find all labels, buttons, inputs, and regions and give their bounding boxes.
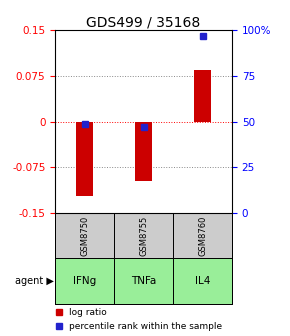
Title: GDS499 / 35168: GDS499 / 35168 (86, 15, 201, 29)
Text: percentile rank within the sample: percentile rank within the sample (69, 322, 222, 331)
Text: TNFa: TNFa (131, 276, 156, 286)
Text: IL4: IL4 (195, 276, 210, 286)
Bar (76, 122, 93, 196)
Bar (114, 213, 173, 258)
Text: GSM8760: GSM8760 (198, 215, 207, 256)
Bar (194, 70, 211, 122)
Text: GSM8750: GSM8750 (80, 215, 89, 256)
Text: log ratio: log ratio (69, 307, 107, 317)
Bar (173, 258, 232, 304)
Bar (135, 122, 152, 181)
Bar (55, 213, 114, 258)
Bar (114, 258, 173, 304)
Text: agent ▶: agent ▶ (15, 276, 54, 286)
Text: IFNg: IFNg (73, 276, 96, 286)
Bar (173, 213, 232, 258)
Text: GSM8755: GSM8755 (139, 215, 148, 256)
Bar (55, 258, 114, 304)
